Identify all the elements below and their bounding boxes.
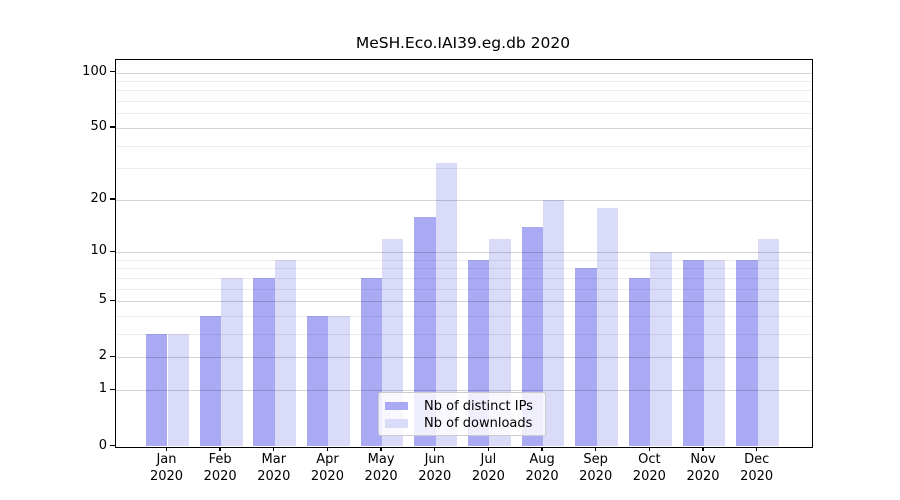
gridline-minor-80 xyxy=(116,90,812,92)
bar-jan-distinct-ips xyxy=(146,334,168,447)
gridline-minor-30 xyxy=(116,168,812,170)
legend-item-distinct-ips: Nb of distinct IPs xyxy=(385,398,545,415)
x-tick-apr xyxy=(326,446,329,452)
legend-label-downloads: Nb of downloads xyxy=(424,415,533,431)
plot-area xyxy=(115,59,813,448)
x-tick-label-jul: Jul 2020 xyxy=(471,452,505,484)
legend-swatch-distinct-ips xyxy=(385,401,408,411)
chart-title: MeSH.Eco.IAI39.eg.db 2020 xyxy=(355,34,571,52)
x-tick-jun xyxy=(434,446,436,452)
x-tick-dec xyxy=(755,446,758,452)
y-tick-20 xyxy=(110,198,115,200)
y-tick-0 xyxy=(110,444,115,447)
y-tick-1 xyxy=(110,388,115,391)
gridline-minor-7 xyxy=(116,278,812,280)
gridline-minor-60 xyxy=(116,113,812,115)
gridline-major-50 xyxy=(116,127,812,129)
y-tick-2 xyxy=(110,355,115,358)
bar-apr-downloads xyxy=(328,316,350,447)
x-tick-label-nov: Nov 2020 xyxy=(686,452,720,484)
x-tick-jul xyxy=(487,446,490,452)
y-tick-10 xyxy=(110,250,115,252)
legend: Nb of distinct IPs Nb of downloads xyxy=(378,392,546,436)
gridline-major-20 xyxy=(116,199,812,201)
bar-mar-downloads xyxy=(274,259,297,447)
gridline-minor-9 xyxy=(116,259,812,261)
gridline-major-100 xyxy=(116,72,812,74)
y-tick-label-10: 10 xyxy=(90,243,107,259)
bar-oct-downloads xyxy=(650,252,672,447)
gridline-minor-3 xyxy=(116,334,812,336)
x-tick-label-sep: Sep 2020 xyxy=(579,452,613,484)
x-tick-oct xyxy=(648,446,651,452)
bar-apr-distinct-ips xyxy=(307,316,329,447)
gridline-minor-8 xyxy=(116,268,812,270)
gridline-major-10 xyxy=(116,252,812,254)
bar-jun-downloads xyxy=(435,163,458,447)
bar-aug-distinct-ips xyxy=(521,227,544,447)
bar-dec-downloads xyxy=(757,238,780,447)
x-tick-label-apr: Apr 2020 xyxy=(310,452,344,484)
x-tick-sep xyxy=(595,446,597,452)
x-tick-label-dec: Dec 2020 xyxy=(740,452,774,484)
bar-sep-downloads xyxy=(596,207,619,447)
x-tick-label-aug: Aug 2020 xyxy=(525,452,559,484)
gridline-minor-70 xyxy=(116,101,812,103)
gridline-major-5 xyxy=(116,301,812,303)
bar-oct-distinct-ips xyxy=(628,278,651,447)
x-tick-label-may: May 2020 xyxy=(364,452,398,484)
legend-label-distinct-ips: Nb of distinct IPs xyxy=(424,398,533,414)
y-tick-label-0: 0 xyxy=(98,437,107,453)
bar-aug-downloads xyxy=(543,199,565,447)
bar-may-distinct-ips xyxy=(360,278,383,447)
y-tick-label-1: 1 xyxy=(98,381,107,397)
y-tick-label-100: 100 xyxy=(82,63,107,79)
x-tick-nov xyxy=(702,446,704,452)
gridline-minor-4 xyxy=(116,316,812,318)
y-tick-5 xyxy=(110,299,115,302)
gridline-minor-6 xyxy=(116,288,812,290)
x-tick-label-jun: Jun 2020 xyxy=(418,452,452,484)
x-tick-feb xyxy=(219,446,221,452)
bar-nov-distinct-ips xyxy=(682,259,704,447)
bar-sep-distinct-ips xyxy=(575,268,597,447)
bar-jan-downloads xyxy=(167,334,189,447)
x-tick-jan xyxy=(165,446,168,452)
x-tick-aug xyxy=(541,446,543,452)
x-tick-mar xyxy=(273,446,275,452)
bar-feb-downloads xyxy=(221,278,243,447)
y-tick-label-2: 2 xyxy=(98,348,107,364)
x-tick-label-mar: Mar 2020 xyxy=(257,452,291,484)
bar-dec-distinct-ips xyxy=(736,259,758,447)
gridline-minor-40 xyxy=(116,145,812,147)
y-tick-label-50: 50 xyxy=(90,118,107,134)
y-tick-100 xyxy=(110,70,115,73)
bar-feb-distinct-ips xyxy=(199,316,222,447)
legend-item-downloads: Nb of downloads xyxy=(385,415,545,432)
x-tick-label-oct: Oct 2020 xyxy=(632,452,666,484)
bar-mar-distinct-ips xyxy=(253,278,275,447)
y-tick-50 xyxy=(110,126,115,128)
legend-swatch-downloads xyxy=(385,419,408,428)
gridline-minor-90 xyxy=(116,81,812,83)
bar-nov-downloads xyxy=(704,259,726,447)
x-tick-label-jan: Jan 2020 xyxy=(149,452,184,484)
gridline-major-2 xyxy=(116,357,812,359)
x-tick-may xyxy=(380,446,382,452)
y-tick-label-5: 5 xyxy=(98,292,107,308)
y-tick-label-20: 20 xyxy=(90,190,107,206)
gridline-major-1 xyxy=(116,390,812,392)
bar-jun-distinct-ips xyxy=(414,216,436,447)
x-tick-label-feb: Feb 2020 xyxy=(203,452,237,484)
